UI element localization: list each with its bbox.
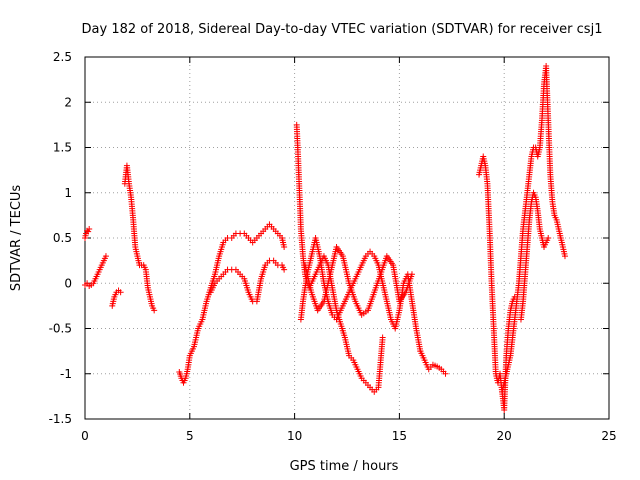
series-sat-f (207, 257, 288, 305)
data-point (442, 370, 449, 377)
y-tick-label: -1.5 (49, 412, 72, 426)
y-tick-label: 1 (64, 186, 72, 200)
y-tick-label: 2 (64, 95, 72, 109)
series-sat-d (121, 162, 158, 314)
series-sat-c (109, 287, 124, 309)
x-tick-label: 25 (601, 429, 616, 443)
x-tick-label: 10 (287, 429, 302, 443)
x-tick-label: 5 (186, 429, 194, 443)
data-point (281, 244, 288, 251)
data-point (102, 253, 109, 260)
x-tick-label: 20 (497, 429, 512, 443)
axis-ticks: 0 5 10 15 20 25 2.5 2 1.5 1 0.5 0 -0.5 -1 -1.5 (49, 50, 617, 443)
data-point (379, 334, 386, 341)
y-tick-label: 2.5 (53, 50, 72, 64)
series-sat-a (82, 225, 93, 241)
series-sat-b (82, 253, 109, 289)
data-point (117, 289, 124, 296)
data-point (86, 225, 93, 232)
data-point (408, 271, 415, 278)
y-tick-label: -0.5 (49, 322, 72, 336)
series-sat-k (476, 153, 518, 413)
series-sat-m (517, 189, 552, 323)
series-sat-i (302, 244, 415, 318)
series-sat-l (499, 63, 568, 395)
data-point (151, 307, 158, 314)
series-sat-j (417, 348, 449, 377)
y-tick-label: -1 (60, 367, 72, 381)
series-sat-e (176, 221, 288, 386)
data-point (281, 266, 288, 273)
y-tick-label: 0.5 (53, 231, 72, 245)
y-tick-label: 0 (64, 276, 72, 290)
y-tick-label: 1.5 (53, 141, 72, 155)
data-point (561, 253, 568, 260)
x-tick-label: 0 (81, 429, 89, 443)
data-point (85, 228, 92, 235)
data-marks (82, 63, 568, 413)
data-point (545, 235, 552, 241)
x-tick-label: 15 (392, 429, 407, 443)
x-axis-label: GPS time / hours (290, 459, 399, 474)
series-sat-g (293, 121, 386, 395)
chart-title: Day 182 of 2018, Sidereal Day-to-day VTE… (82, 22, 603, 37)
y-axis-label: SDTVAR / TECUs (9, 185, 24, 292)
